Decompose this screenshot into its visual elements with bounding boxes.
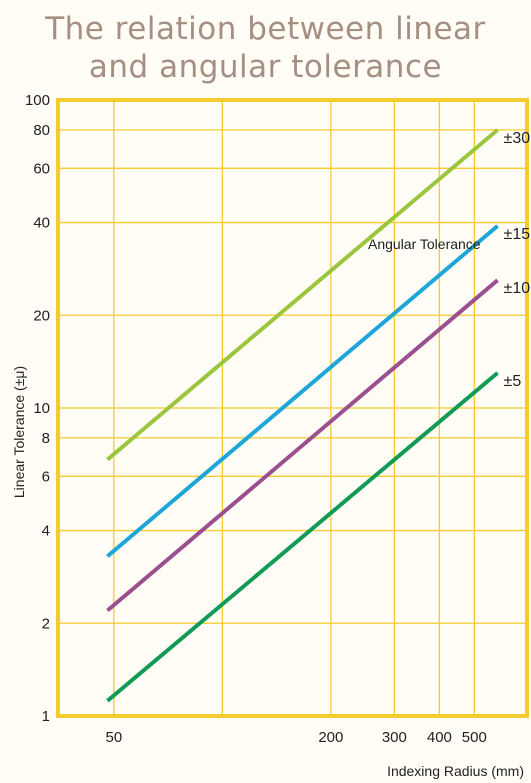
y-tick-label: 80 <box>33 122 50 139</box>
series-label: ±5 <box>504 373 522 390</box>
x-axis-label: Indexing Radius (mm) <box>387 763 524 779</box>
series-line <box>106 278 499 613</box>
series-label: ±30 <box>504 130 531 147</box>
series-labels: ±30 ±15 ±10 ±5 <box>504 130 531 390</box>
x-tick-label: 300 <box>382 729 407 746</box>
chart-title-line1: The relation between linear <box>45 11 486 47</box>
x-tick-label: 50 <box>105 729 122 746</box>
x-tick-label: 500 <box>462 729 487 746</box>
series-line <box>106 224 499 558</box>
x-tick-labels: 50 200 300 400 500 <box>105 729 486 746</box>
plot-frame <box>56 98 529 718</box>
y-tick-label: 4 <box>42 523 50 540</box>
y-tick-labels: 1 2 4 6 8 10 20 40 60 80 100 <box>25 92 50 725</box>
y-tick-label: 10 <box>33 400 50 417</box>
y-tick-label: 8 <box>42 430 50 447</box>
annotation-angular-tolerance: Angular Tolerance <box>368 236 481 252</box>
y-tick-label: 60 <box>33 160 50 177</box>
series-label: ±15 <box>504 226 531 243</box>
x-tick-label: 400 <box>427 729 452 746</box>
series-line <box>106 128 499 462</box>
x-tick-label: 200 <box>318 729 343 746</box>
series-lines <box>106 128 499 703</box>
y-axis-label: Linear Tolerance (±μ) <box>11 366 27 498</box>
y-tick-label: 1 <box>42 708 50 725</box>
y-tick-label: 100 <box>25 92 50 109</box>
y-tick-label: 40 <box>33 215 50 232</box>
y-tick-label: 20 <box>33 307 50 324</box>
y-tick-label: 2 <box>42 615 50 632</box>
series-label: ±10 <box>504 280 531 297</box>
y-tick-label: 6 <box>42 468 50 485</box>
series-line <box>106 371 499 703</box>
chart-title: The relation between linear and angular … <box>0 10 531 86</box>
chart-title-line2: and angular tolerance <box>88 49 443 85</box>
